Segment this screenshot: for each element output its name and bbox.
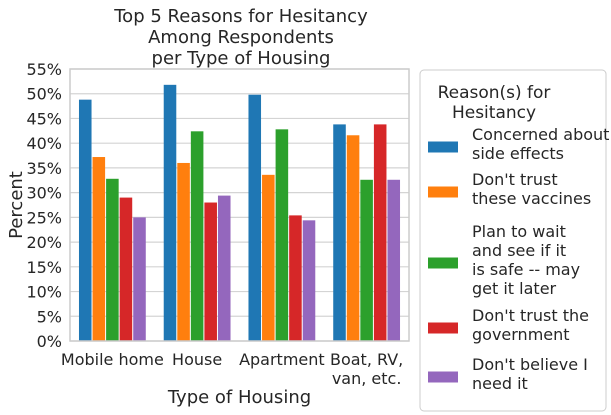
bar [360,179,373,341]
bar [275,129,289,341]
bar [289,215,302,341]
bar [163,84,177,342]
legend-label: Don't trust these vaccines [472,170,591,208]
y-tick-label: 30% [26,184,62,203]
bar [92,157,106,341]
bar [333,124,346,341]
y-tick-label: 55% [26,60,62,79]
bar [262,174,275,341]
y-tick-label: 25% [26,208,62,227]
bar [190,131,204,341]
bar [177,162,190,341]
x-tick-label: House [172,350,222,369]
bar [373,124,387,341]
bar [133,217,146,341]
legend-swatch [428,141,458,153]
bar [302,220,316,341]
y-tick-label: 40% [26,134,62,153]
y-tick-label: 0% [37,332,62,351]
x-tick-label: Apartment [239,350,325,369]
legend-label: Plan to wait and see if it is safe -- may g… [472,222,580,298]
bar [106,178,119,341]
legend-label: Concerned about side effects [472,125,609,163]
legend-swatch [428,322,458,334]
legend-title: Reason(s) for Hesitancy [438,83,551,123]
plot-frame [69,68,410,342]
y-axis-ticks: 0% 5% 10% 15% 20% 25% 30% 35% 40% 45% 50% 55% [26,60,62,351]
legend-swatch [428,257,458,269]
y-tick-label: 50% [26,85,62,104]
y-tick-label: 20% [26,233,62,252]
bars [78,84,401,342]
bar [204,202,217,341]
chart-title: Top 5 Reasons for Hesitancy Among Respond… [113,6,368,69]
plot-area [69,68,410,342]
x-axis-label: Type of Housing [167,387,311,408]
bar [217,195,231,341]
y-tick-label: 5% [37,307,62,326]
y-axis-label: Percent [6,171,27,239]
legend-swatch [428,371,458,383]
bar [248,94,262,341]
y-tick-label: 45% [26,109,62,128]
x-tick-label: Mobile home [61,350,164,369]
legend-items: Concerned about side effects Don't trust th… [428,125,609,393]
bar [387,179,401,341]
x-tick-label: Boat, RV, van, etc. [330,350,403,388]
legend-swatch [428,186,458,198]
bar [346,135,360,341]
legend-label: Don't trust the government [472,306,589,344]
legend: Reason(s) for Hesitancy Concerned about si… [419,69,609,412]
legend-box [419,69,607,412]
y-tick-label: 15% [26,258,62,277]
bar [119,197,133,341]
x-axis-ticks: Mobile home House Apartment Boat, RV, van, e… [61,350,403,388]
bar [78,99,92,341]
y-tick-label: 35% [26,159,62,178]
y-tick-label: 10% [26,283,62,302]
